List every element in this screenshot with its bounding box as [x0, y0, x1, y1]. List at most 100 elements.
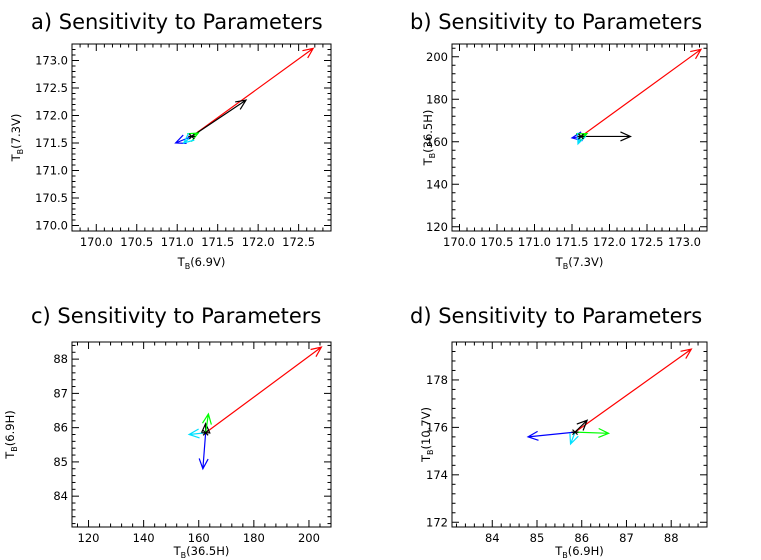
x-axis-label-main: T	[177, 255, 186, 269]
y-tick-label: 172	[426, 515, 448, 529]
origin-marker	[202, 429, 210, 436]
y-tick-label: 176	[426, 420, 448, 434]
panel-title: d) Sensitivity to Parameters	[410, 304, 702, 328]
y-axis-label-sub: B	[428, 153, 437, 159]
x-axis-label-sub: B	[185, 262, 191, 271]
panel-title: c) Sensitivity to Parameters	[31, 304, 321, 328]
x-tick-label: 172.5	[282, 235, 315, 249]
x-axis-label: TB(6.9V)	[177, 255, 226, 271]
y-tick-label: 174	[426, 468, 448, 482]
vector-arrow-4	[201, 412, 212, 433]
x-tick-label: 160	[188, 531, 210, 545]
panel-3: c) Sensitivity to Parameters 120 140 160 180…	[3, 304, 332, 560]
x-tick-label: 172.0	[593, 235, 626, 249]
y-tick-label: 140	[426, 177, 448, 191]
x-tick-label: 171.0	[161, 235, 194, 249]
x-axis-label-rest: (36.5H)	[186, 544, 229, 558]
y-axis-label: TB(10.7V)	[419, 407, 435, 463]
x-tick-label: 171.5	[556, 235, 589, 249]
y-axis-label-rest: (36.5H)	[421, 110, 435, 153]
vector-arrow-2	[581, 131, 632, 142]
x-axis-label-main: T	[554, 544, 563, 558]
plot-frame	[71, 341, 332, 528]
y-tick-label: 170.5	[35, 191, 68, 205]
y-axis-label-sub: B	[16, 149, 25, 155]
origin-marker-stroke	[188, 133, 195, 140]
y-axis-label: TB(7.3V)	[9, 114, 25, 163]
plot-frame	[71, 43, 332, 232]
y-axis-label-rest: (10.7V)	[419, 407, 433, 449]
x-tick-label: 170.5	[120, 235, 153, 249]
y-tick-label: 200	[426, 50, 448, 64]
x-axis-label: TB(7.3V)	[555, 255, 604, 271]
vector-arrow-1	[205, 346, 323, 434]
x-axis-label: TB(6.9H)	[554, 544, 603, 560]
plot-frame	[451, 341, 708, 528]
y-axis-label: TB(36.5H)	[421, 110, 437, 167]
x-tick-label: 170.0	[80, 235, 113, 249]
x-tick-label: 86	[574, 531, 589, 545]
y-tick-label: 84	[53, 489, 68, 503]
y-axis-label-rest: (6.9H)	[3, 410, 17, 446]
x-axis-label: TB(36.5H)	[173, 544, 230, 560]
x-tick-label: 120	[78, 531, 100, 545]
y-tick-label: 85	[53, 455, 68, 469]
y-tick-label: 178	[426, 373, 448, 387]
x-axis-label-rest: (6.9H)	[568, 544, 604, 558]
x-tick-label: 88	[664, 531, 679, 545]
x-axis-label-sub: B	[562, 551, 568, 560]
vector-arrow-1	[574, 348, 693, 433]
x-tick-label: 172.0	[242, 235, 275, 249]
y-axis-label-main: T	[3, 451, 17, 460]
y-tick-label: 180	[426, 92, 448, 106]
y-tick-label: 170.0	[35, 219, 68, 233]
vector-arrow-3	[526, 430, 576, 441]
y-axis-label-main: T	[421, 157, 435, 166]
y-tick-label: 160	[426, 135, 448, 149]
y-tick-label: 172.5	[35, 81, 68, 95]
vector-arrow-2	[191, 99, 248, 137]
y-tick-label: 171.5	[35, 136, 68, 150]
y-axis-label-sub: B	[426, 449, 435, 455]
vector-arrow-5	[569, 431, 579, 446]
x-tick-label: 170.0	[443, 235, 476, 249]
y-axis-label-rest: (7.3V)	[9, 114, 23, 149]
x-tick-label: 84	[485, 531, 500, 545]
y-tick-label: 173.0	[35, 54, 68, 68]
origin-marker	[577, 133, 585, 140]
vector-arrow-4	[575, 427, 611, 438]
x-tick-label: 87	[619, 531, 634, 545]
y-tick-label: 172.0	[35, 109, 68, 123]
x-tick-label: 170.5	[481, 235, 514, 249]
origin-marker-stroke	[202, 429, 209, 436]
origin-marker-stroke	[578, 133, 584, 140]
panel-4: d) Sensitivity to Parameters 84 85 86 87 88 17…	[410, 304, 708, 560]
y-tick-label: 120	[426, 220, 448, 234]
x-tick-label: 140	[133, 531, 155, 545]
panel-title: b) Sensitivity to Parameters	[410, 10, 702, 34]
y-tick-label: 88	[53, 352, 68, 366]
x-axis-label-main: T	[173, 544, 182, 558]
x-axis-label-sub: B	[181, 551, 187, 560]
x-axis-label-rest: (7.3V)	[568, 255, 603, 269]
x-axis-label-rest: (6.9V)	[190, 255, 225, 269]
y-tick-label: 171.0	[35, 164, 68, 178]
x-tick-label: 171.5	[201, 235, 234, 249]
x-tick-label: 200	[298, 531, 320, 545]
x-tick-label: 173.0	[668, 235, 701, 249]
vector-arrow-3	[198, 432, 209, 471]
y-axis-label-main: T	[419, 454, 433, 463]
x-tick-label: 85	[530, 531, 545, 545]
x-tick-label: 171.0	[518, 235, 551, 249]
panel-title: a) Sensitivity to Parameters	[31, 10, 323, 34]
y-axis-label-sub: B	[10, 446, 19, 452]
panel-1: a) Sensitivity to Parameters 170.0 170.5 17…	[9, 10, 332, 271]
y-tick-label: 87	[53, 386, 68, 400]
x-axis-label-main: T	[555, 255, 564, 269]
x-tick-label: 180	[243, 531, 265, 545]
origin-marker-stroke	[572, 429, 578, 436]
x-tick-label: 172.5	[631, 235, 664, 249]
y-axis-label-main: T	[9, 153, 23, 162]
panel-2: b) Sensitivity to Parameters 170.0 170.5 17…	[410, 10, 708, 271]
